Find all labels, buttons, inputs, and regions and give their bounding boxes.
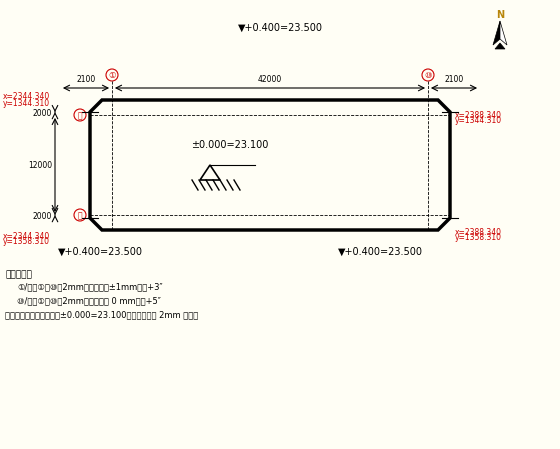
Text: ⑩/Ⓒ：①～⑩边2mm；Ⓑ～Ⓒ边 0 mm，角+5″: ⑩/Ⓒ：①～⑩边2mm；Ⓑ～Ⓒ边 0 mm，角+5″ (17, 296, 161, 305)
Text: Ⓐ: Ⓐ (78, 211, 82, 220)
Text: ①: ① (108, 71, 116, 80)
Text: ⑩: ⑩ (424, 71, 432, 80)
Text: 2100: 2100 (445, 75, 464, 84)
Text: 2000: 2000 (32, 212, 52, 221)
Polygon shape (495, 43, 505, 49)
Text: ▼+0.400=23.500: ▼+0.400=23.500 (237, 23, 323, 33)
Text: y=1344.310: y=1344.310 (455, 116, 502, 125)
Text: ▼+0.400=23.500: ▼+0.400=23.500 (338, 247, 422, 257)
Polygon shape (500, 21, 507, 45)
Polygon shape (493, 21, 500, 45)
Text: N: N (496, 10, 504, 20)
Text: ±0.000=23.100: ±0.000=23.100 (192, 140, 269, 150)
Text: ①/Ⓑ：①～⑩边2mm；Ⓑ～Ⓒ边±1mm，角+3″: ①/Ⓑ：①～⑩边2mm；Ⓑ～Ⓒ边±1mm，角+3″ (17, 282, 162, 291)
Text: x=2344.340: x=2344.340 (3, 232, 50, 241)
Text: Ⓑ: Ⓑ (78, 111, 82, 120)
Text: y=1358.310: y=1358.310 (455, 233, 502, 242)
Text: y=1358.310: y=1358.310 (3, 237, 50, 246)
Text: 复测结果：: 复测结果： (5, 270, 32, 279)
Text: x=2388.340: x=2388.340 (455, 111, 502, 120)
Text: x=2344.340: x=2344.340 (3, 92, 50, 101)
Text: y=1344.310: y=1344.310 (3, 99, 50, 108)
Text: 2100: 2100 (76, 75, 96, 84)
Text: 引测施工现场的施工标高±0.000=23.100，三个误差在 2mm 以内。: 引测施工现场的施工标高±0.000=23.100，三个误差在 2mm 以内。 (5, 310, 198, 319)
Text: 12000: 12000 (28, 160, 52, 170)
Text: 2000: 2000 (32, 109, 52, 118)
Text: 42000: 42000 (258, 75, 282, 84)
Text: ▼+0.400=23.500: ▼+0.400=23.500 (58, 247, 142, 257)
Text: x=2388.340: x=2388.340 (455, 228, 502, 237)
